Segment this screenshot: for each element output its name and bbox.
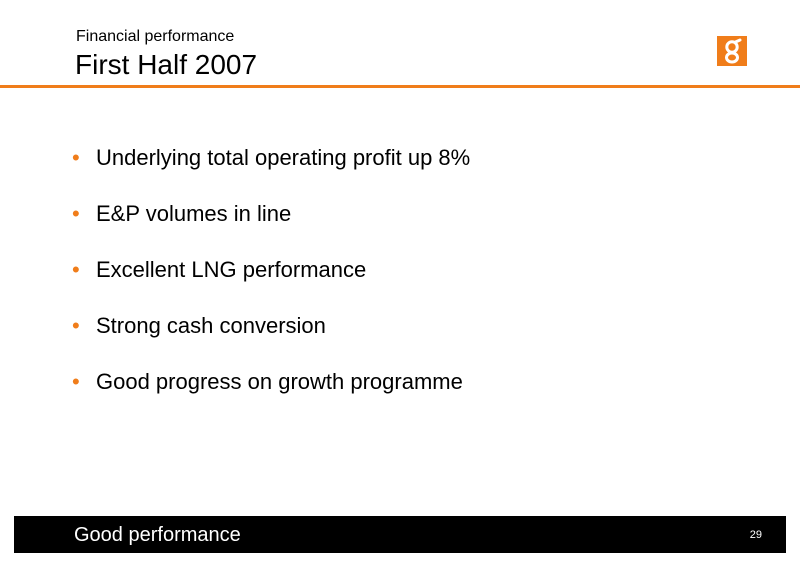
page-number: 29 [749, 529, 762, 541]
bullet-text: Strong cash conversion [96, 313, 326, 338]
list-item: • Underlying total operating profit up 8… [72, 141, 470, 197]
header-divider [0, 85, 800, 88]
bullet-marker: • [72, 369, 80, 394]
slide-title: First Half 2007 [75, 49, 258, 80]
bullet-text: E&P volumes in line [96, 201, 292, 226]
list-item: • Good progress on growth programme [72, 365, 470, 421]
footer-bar: Good performance 29 [14, 516, 786, 553]
bullet-text: Excellent LNG performance [96, 257, 367, 282]
bullet-marker: • [72, 201, 80, 226]
bullet-marker: • [72, 257, 80, 282]
bullet-list: • Underlying total operating profit up 8… [72, 141, 470, 421]
list-item: • Strong cash conversion [72, 309, 470, 365]
list-item: • E&P volumes in line [72, 197, 470, 253]
list-item: • Excellent LNG performance [72, 253, 470, 309]
bullet-text: Good progress on growth programme [96, 369, 463, 394]
bullet-marker: • [72, 313, 80, 338]
bullet-text: Underlying total operating profit up 8% [96, 145, 471, 170]
bg-logo-icon [717, 36, 747, 66]
footer-caption: Good performance [74, 524, 241, 546]
bullet-marker: • [72, 145, 80, 170]
section-subtitle: Financial performance [76, 28, 235, 45]
